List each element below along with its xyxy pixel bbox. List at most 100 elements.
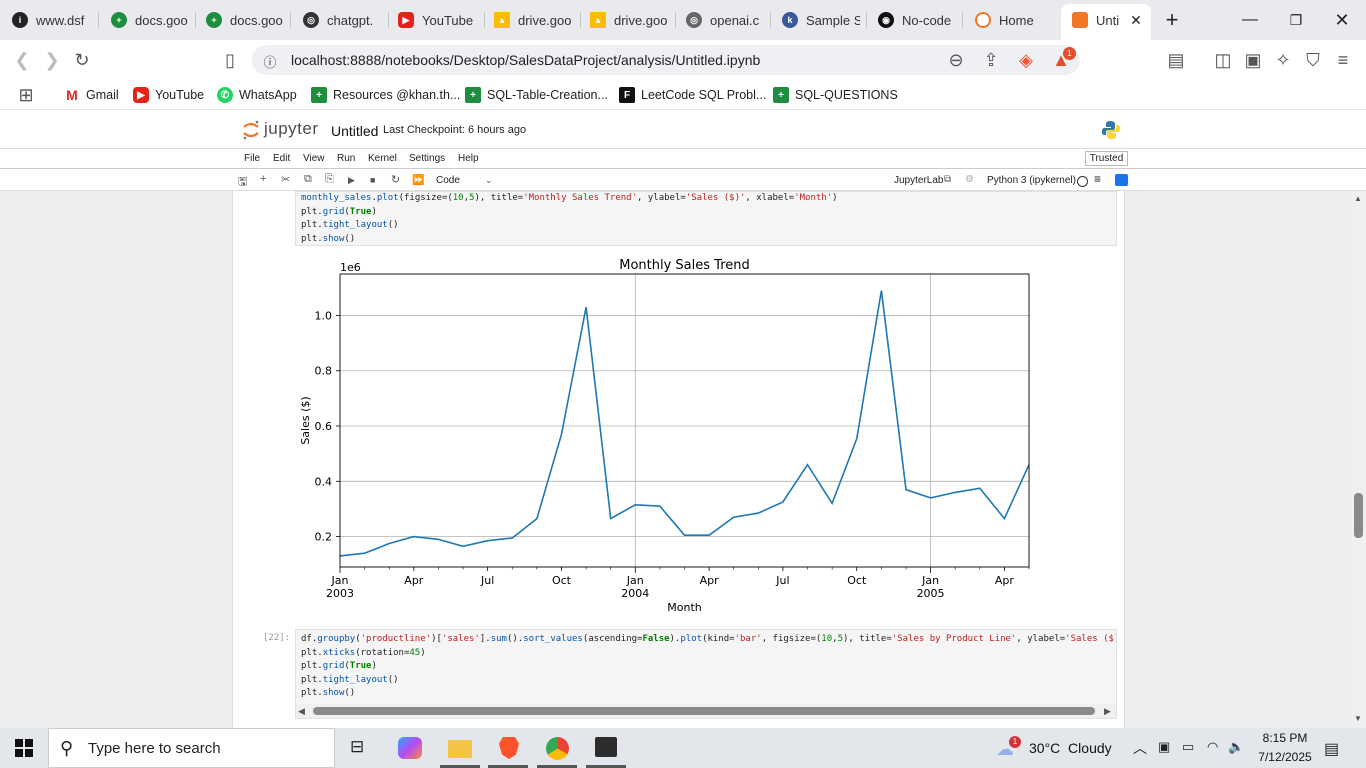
weather-text[interactable]: 30°C Cloudy	[1029, 740, 1112, 756]
add-cell-icon[interactable]: +	[260, 173, 267, 185]
copilot-icon[interactable]	[398, 737, 422, 759]
copy-icon[interactable]: ⧉	[304, 173, 312, 185]
meet-now-icon[interactable]: ▣	[1158, 739, 1171, 754]
wifi-icon[interactable]: ◠	[1207, 739, 1219, 754]
menu-view[interactable]: View	[303, 153, 325, 164]
wallet-icon[interactable]: ▣	[1244, 49, 1262, 70]
chevron-up-icon[interactable]: ︿	[1133, 740, 1147, 756]
brave-shields-icon[interactable]: ◈	[1019, 49, 1033, 70]
page-vertical-scrollbar[interactable]	[1350, 191, 1366, 728]
page-scrollbar-thumb[interactable]	[1354, 493, 1363, 538]
chrome-icon[interactable]	[546, 737, 569, 760]
save-icon[interactable]: 🖫	[238, 176, 248, 188]
tab-3[interactable]: + docs.goo	[206, 6, 284, 34]
menu-run[interactable]: Run	[337, 153, 356, 164]
close-tab-icon[interactable]: ✕	[1130, 11, 1142, 28]
toc-icon[interactable]: ≡	[1094, 172, 1102, 186]
menu-edit[interactable]: Edit	[273, 153, 291, 164]
forward-icon[interactable]: ❯	[44, 49, 60, 70]
run-all-icon[interactable]: ⏩	[412, 175, 425, 186]
restart-icon[interactable]: ↻	[391, 174, 401, 186]
reader-mode-icon[interactable]: ▤	[1167, 49, 1185, 70]
tab-10[interactable]: ◉ No-code	[878, 6, 954, 34]
vpn-icon[interactable]: ⛉	[1306, 49, 1320, 70]
code-cell-1[interactable]: monthly_sales.plot(figsize=(10,5), title…	[295, 191, 1117, 246]
cut-icon[interactable]: ✂	[281, 174, 291, 186]
property-inspector-icon[interactable]	[1115, 174, 1128, 186]
bookmark-gmail[interactable]: M Gmail	[64, 87, 119, 103]
share-icon[interactable]: ⇪	[983, 49, 999, 70]
clock-time[interactable]: 8:15 PM	[1262, 731, 1308, 745]
terminal-icon[interactable]	[595, 737, 617, 757]
apps-grid-icon[interactable]: ⊞	[18, 84, 34, 105]
notebook-name[interactable]: Untitled	[331, 123, 379, 139]
scroll-up-icon[interactable]: ▲	[1354, 194, 1362, 203]
tab-9[interactable]: k Sample S	[782, 6, 860, 34]
tab-separator	[580, 12, 581, 28]
tab-8[interactable]: ◎ openai.c	[686, 6, 764, 34]
bookmark-sql-questions[interactable]: + SQL-QUESTIONS	[773, 87, 898, 103]
bookmark-whatsapp[interactable]: ✆ WhatsApp	[217, 87, 297, 103]
bookmark-resources[interactable]: + Resources @khan.th...	[311, 87, 460, 103]
jupyterlab-link[interactable]: JupyterLab	[894, 175, 944, 186]
cell-scrollbar-thumb[interactable]	[313, 707, 1095, 715]
paste-icon[interactable]: ⎘	[325, 173, 334, 185]
bookmark-icon[interactable]: ▯	[225, 49, 235, 70]
x-tick-label: Jan	[921, 574, 939, 587]
site-info-icon[interactable]: ⓘ	[263, 54, 277, 70]
menu-icon[interactable]: ≡	[1337, 49, 1349, 70]
menu-settings[interactable]: Settings	[409, 153, 446, 164]
address-bar[interactable]	[252, 45, 1080, 75]
bookmark-sql-table[interactable]: + SQL-Table-Creation...	[465, 87, 608, 103]
jupyter-logo-icon[interactable]	[242, 120, 260, 140]
restore-window-icon[interactable]: ❐	[1289, 11, 1303, 28]
sidebar-icon[interactable]: ◫	[1214, 49, 1232, 70]
tab-4[interactable]: ◎ chatgpt.	[303, 6, 383, 34]
reload-icon[interactable]: ↻	[74, 49, 90, 70]
volume-icon[interactable]: 🔈	[1228, 739, 1245, 754]
run-icon[interactable]: ▶	[348, 175, 355, 185]
scroll-down-icon[interactable]: ▼	[1354, 714, 1362, 723]
taskbar-search-box[interactable]	[48, 728, 335, 768]
y-scale-label: 1e6	[340, 261, 361, 274]
jupyter-logo-text: jupyter	[264, 119, 319, 138]
url-text[interactable]: localhost:8888/notebooks/Desktop/SalesDa…	[291, 52, 761, 68]
scroll-left-icon[interactable]: ◀	[298, 706, 305, 716]
y-tick-label: 0.2	[315, 531, 333, 544]
bookmark-youtube[interactable]: ▶ YouTube	[133, 87, 204, 103]
chart-title: Monthly Sales Trend	[619, 258, 750, 273]
tab-1[interactable]: i www.dsf	[12, 6, 92, 34]
stop-icon[interactable]: ■	[370, 175, 376, 185]
back-icon[interactable]: ❮	[14, 49, 30, 70]
tab-7[interactable]: ▲ drive.goo	[590, 6, 668, 34]
cell-type-select[interactable]: Code	[436, 175, 460, 186]
clock-date[interactable]: 7/12/2025	[1258, 750, 1312, 764]
menu-kernel[interactable]: Kernel	[368, 153, 397, 164]
close-window-icon[interactable]: ✕	[1334, 9, 1350, 30]
chatgpt-favicon-icon: ◎	[303, 12, 319, 28]
notifications-icon[interactable]: ▤	[1324, 741, 1340, 758]
sheets-icon: +	[311, 87, 327, 103]
chevron-down-icon[interactable]: ⌄	[485, 175, 493, 185]
tab-6[interactable]: ▲ drive.goo	[494, 6, 574, 34]
task-view-icon[interactable]: ⊟	[350, 737, 365, 756]
tab-2[interactable]: + docs.goo	[111, 6, 189, 34]
minimize-window-icon[interactable]: —	[1242, 11, 1258, 28]
kernel-name[interactable]: Python 3 (ipykernel)	[987, 175, 1076, 186]
file-explorer-icon[interactable]	[448, 740, 472, 758]
tab-12-active-label[interactable]: Unti	[1072, 6, 1122, 34]
trusted-badge[interactable]: Trusted	[1085, 151, 1128, 166]
bookmark-leetcode[interactable]: F LeetCode SQL Probl...	[619, 87, 766, 103]
tab-5[interactable]: ▶ YouTube	[398, 6, 478, 34]
leo-ai-icon[interactable]: ✧	[1275, 49, 1291, 70]
zoom-icon[interactable]: ⊖	[948, 49, 964, 70]
battery-icon[interactable]: ▭	[1182, 739, 1195, 754]
menu-help[interactable]: Help	[458, 153, 479, 164]
gear-icon[interactable]: ⚙	[965, 174, 974, 185]
windows-start-icon[interactable]	[15, 739, 33, 757]
menu-file[interactable]: File	[244, 153, 261, 164]
new-tab-icon[interactable]: +	[1165, 7, 1179, 32]
scroll-right-icon[interactable]: ▶	[1104, 706, 1111, 716]
tab-11[interactable]: Home	[975, 6, 1055, 34]
brave-browser-icon[interactable]	[499, 737, 519, 759]
